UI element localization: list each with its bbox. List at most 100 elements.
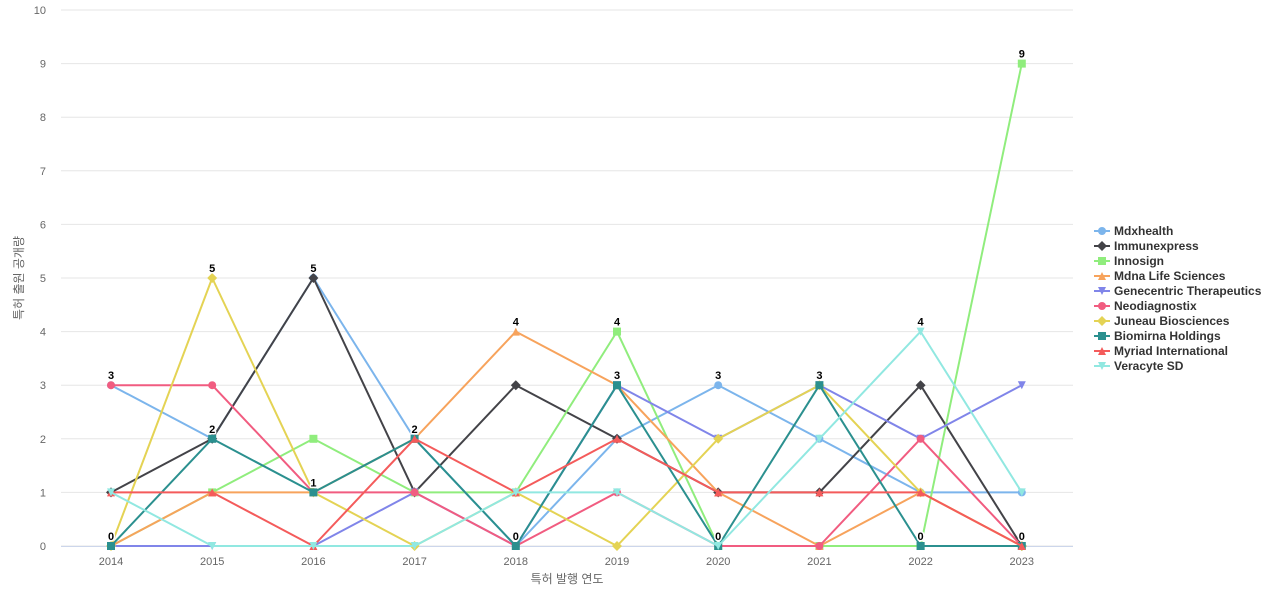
legend-label: Mdxhealth [1114,223,1174,238]
point-veracyte-sd[interactable] [916,327,925,336]
point-veracyte-sd[interactable] [309,542,318,550]
point-veracyte-sd[interactable] [1017,488,1026,497]
legend-marker[interactable] [1098,301,1106,310]
point-veracyte-sd[interactable] [107,488,115,497]
legend-symbol [1094,361,1110,370]
data-label: 5 [310,263,316,275]
legend-marker[interactable] [1098,361,1106,370]
legend-item-veracyte-sd[interactable]: Veracyte SD [1093,358,1261,373]
legend-item-immunexpress[interactable]: Immunexpress [1093,238,1261,253]
y-tick-label: 0 [40,541,46,553]
x-tick-label: 2018 [504,556,528,568]
series-veracyte-sd [107,327,1026,550]
point-biomirna-holdings[interactable] [208,434,217,443]
series-line-veracyte-sd[interactable] [110,330,1023,547]
point-neodiagnostix[interactable] [107,381,115,390]
legend-marker[interactable] [1098,331,1106,340]
legend-symbol [1094,256,1110,265]
point-biomirna-holdings[interactable] [511,542,520,550]
point-myriad-international[interactable] [208,488,217,497]
legend-symbol [1094,271,1110,280]
data-label: 0 [513,531,519,543]
legend-item-mdxhealth[interactable]: Mdxhealth [1093,223,1261,238]
point-veracyte-sd[interactable] [714,542,723,550]
point-innosign[interactable] [613,327,621,336]
point-innosign[interactable] [1017,59,1026,68]
point-myriad-international[interactable] [410,434,419,443]
y-tick-label: 2 [40,434,46,446]
point-immunexpress[interactable] [308,273,319,283]
data-label: 0 [1019,531,1025,543]
point-mdxhealth[interactable] [714,381,723,390]
point-neodiagnostix[interactable] [208,381,217,390]
y-tick-label: 8 [40,112,46,124]
point-juneau-biosciences[interactable] [713,433,724,444]
point-genecentric-therapeutics[interactable] [1017,381,1026,390]
series-line-myriad-international[interactable] [110,437,1023,547]
y-tick-label: 1 [40,487,46,499]
point-veracyte-sd[interactable] [815,434,824,443]
legend-item-genecentric-therapeutics[interactable]: Genecentric Therapeutics [1093,283,1261,298]
legend-marker[interactable] [1098,346,1106,355]
point-myriad-international[interactable] [1017,542,1026,550]
point-veracyte-sd[interactable] [208,542,217,550]
legend-marker[interactable] [1098,226,1106,235]
point-veracyte-sd[interactable] [410,542,419,550]
point-neodiagnostix[interactable] [815,542,824,550]
legend-item-juneau-biosciences[interactable]: Juneau Biosciences [1093,313,1261,328]
x-axis-title: 특허 발행 연도 [531,571,604,586]
series-line-juneau-biosciences[interactable] [110,277,1023,547]
point-juneau-biosciences[interactable] [612,541,622,551]
x-tick-label: 2017 [402,556,426,568]
legend-marker[interactable] [1098,256,1106,265]
y-tick-label: 10 [34,5,46,17]
point-immunexpress[interactable] [510,380,521,391]
legend-symbol [1094,286,1110,295]
legend-item-myriad-international[interactable]: Myriad International [1093,343,1261,358]
legend-label: Immunexpress [1114,238,1199,253]
point-mdna-life-sciences[interactable] [511,327,520,336]
legend-marker[interactable] [1098,271,1106,280]
series-line-mdna-life-sciences[interactable] [110,330,1023,547]
legend-item-neodiagnostix[interactable]: Neodiagnostix [1093,298,1261,313]
point-biomirna-holdings[interactable] [309,488,318,497]
point-myriad-international[interactable] [714,488,723,497]
x-tick-label: 2020 [706,556,730,568]
y-tick-label: 5 [40,273,46,285]
point-biomirna-holdings[interactable] [815,381,824,390]
point-veracyte-sd[interactable] [511,488,520,497]
y-tick-label: 7 [40,166,46,178]
point-myriad-international[interactable] [613,434,621,443]
legend-item-biomirna-holdings[interactable]: Biomirna Holdings [1093,328,1261,343]
point-biomirna-holdings[interactable] [613,381,621,390]
point-biomirna-holdings[interactable] [916,542,925,550]
legend-marker[interactable] [1097,240,1107,251]
point-myriad-international[interactable] [916,488,925,497]
data-label: 3 [108,370,114,382]
legend-symbol [1094,301,1110,310]
point-veracyte-sd[interactable] [613,488,621,497]
legend-symbol [1094,315,1110,326]
point-immunexpress[interactable] [915,380,926,391]
legend-marker[interactable] [1098,286,1106,295]
x-tick-label: 2015 [200,556,224,568]
legend-marker[interactable] [1097,315,1107,326]
data-label: 0 [918,531,924,543]
point-neodiagnostix[interactable] [916,434,925,443]
y-tick-label: 6 [40,219,46,231]
legend-label: Juneau Biosciences [1114,313,1230,328]
point-neodiagnostix[interactable] [410,488,419,497]
point-innosign[interactable] [309,434,318,443]
data-label: 1 [310,477,316,489]
legend: Mdxhealth Immunexpress Innosign Mdna Life S… [1093,223,1261,373]
legend-item-innosign[interactable]: Innosign [1093,253,1261,268]
legend-label: Veracyte SD [1114,358,1184,373]
point-myriad-international[interactable] [815,488,824,497]
x-tick-label: 2019 [605,556,629,568]
point-juneau-biosciences[interactable] [207,273,218,283]
legend-item-mdna-life-sciences[interactable]: Mdna Life Sciences [1093,268,1261,283]
point-biomirna-holdings[interactable] [107,542,115,550]
legend-symbol [1094,331,1110,340]
data-label: 3 [614,370,620,382]
